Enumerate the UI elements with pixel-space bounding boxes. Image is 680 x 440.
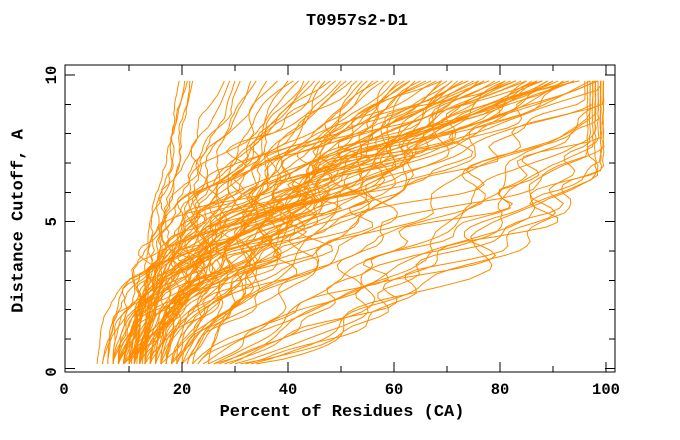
x-tick-label: 40 [279, 381, 298, 399]
model-curve [133, 80, 299, 364]
y-tick-label: 10 [43, 66, 61, 85]
model-curve [160, 80, 326, 365]
model-curve [202, 80, 597, 365]
x-tick-label: 0 [59, 381, 68, 399]
model-curve [176, 80, 586, 365]
model-curve [139, 80, 596, 364]
model-curve [117, 80, 517, 365]
model-curve [102, 80, 347, 364]
y-tick-label: 0 [43, 367, 61, 376]
model-curve [234, 80, 600, 365]
model-curve [96, 80, 411, 364]
model-curve [160, 80, 599, 364]
model-curve [218, 80, 600, 365]
model-curve [112, 80, 358, 364]
x-tick-label: 80 [491, 381, 510, 399]
model-curve [107, 80, 331, 364]
y-axis-title: Distance Cutoff, A [9, 129, 29, 313]
model-curve [181, 80, 602, 365]
x-axis-title: Percent of Residues (CA) [219, 403, 465, 422]
model-curve [208, 80, 603, 365]
y-tick-label: 5 [43, 217, 61, 226]
model-curve [256, 80, 598, 365]
model-curve [229, 80, 594, 365]
model-curve [139, 80, 186, 364]
model-curve [133, 80, 442, 364]
model-curve [117, 80, 543, 364]
model-curve [155, 80, 400, 365]
model-curve [149, 80, 554, 365]
model-curve [213, 80, 591, 365]
model-curve [240, 80, 592, 365]
chart-title: T0957s2-D1 [305, 12, 409, 31]
x-tick-label: 100 [592, 381, 620, 399]
model-curve [160, 80, 453, 365]
model-curve [123, 80, 533, 365]
model-curve [112, 80, 437, 364]
model-curve [186, 80, 604, 365]
model-curve [155, 80, 591, 364]
plot-frame [64, 64, 616, 373]
model-curve [186, 80, 548, 365]
model-curve [149, 80, 469, 364]
model-curve [197, 80, 589, 365]
x-tick-label: 20 [173, 381, 192, 399]
model-curve [139, 80, 580, 364]
x-tick-label: 60 [385, 381, 404, 399]
model-curve [112, 80, 469, 364]
model-curve [112, 80, 554, 364]
model-curve [123, 80, 506, 365]
model-curve [192, 80, 597, 365]
model-curve [139, 80, 379, 364]
model-curve [208, 80, 564, 364]
model-curve [128, 80, 570, 364]
model-curve [170, 80, 594, 365]
model-curve [107, 80, 432, 364]
model-curve [165, 80, 602, 364]
model-curve [139, 80, 342, 365]
model-curve [133, 80, 517, 364]
model-curve [102, 80, 538, 364]
